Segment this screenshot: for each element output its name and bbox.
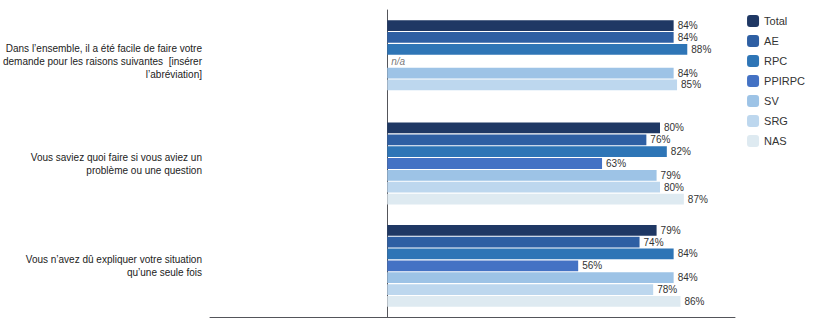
svg-text:SV: SV — [764, 95, 779, 107]
svg-text:qu’une seule fois: qu’une seule fois — [127, 267, 202, 278]
svg-text:l’abréviation]: l’abréviation] — [146, 69, 202, 80]
svg-text:problème ou une question: problème ou une question — [86, 165, 202, 176]
svg-text:76%: 76% — [650, 134, 670, 145]
svg-text:Vous saviez quoi faire si vous: Vous saviez quoi faire si vous aviez un — [31, 152, 202, 163]
svg-text:86%: 86% — [684, 296, 704, 307]
svg-text:NAS: NAS — [764, 135, 787, 147]
svg-text:84%: 84% — [678, 272, 698, 283]
svg-text:80%: 80% — [664, 182, 684, 193]
svg-text:84%: 84% — [678, 248, 698, 259]
svg-text:demande pour les raisons suiva: demande pour les raisons suivantes [insé… — [3, 56, 203, 67]
svg-text:Vous n’avez dû expliquer votre: Vous n’avez dû expliquer votre situation — [26, 254, 202, 265]
svg-text:84%: 84% — [678, 20, 698, 31]
svg-text:84%: 84% — [678, 68, 698, 79]
svg-text:84%: 84% — [678, 32, 698, 43]
svg-text:79%: 79% — [661, 225, 681, 236]
svg-text:74%: 74% — [644, 237, 664, 248]
svg-text:Dans l’ensemble, il a été faci: Dans l’ensemble, il a été facile de fair… — [6, 43, 203, 54]
svg-text:PPIRPC: PPIRPC — [764, 75, 805, 87]
svg-text:SRG: SRG — [764, 115, 788, 127]
svg-text:79%: 79% — [661, 170, 681, 181]
svg-text:80%: 80% — [664, 122, 684, 133]
svg-text:n/a: n/a — [391, 56, 405, 67]
svg-text:82%: 82% — [671, 146, 691, 157]
svg-text:78%: 78% — [657, 284, 677, 295]
svg-text:63%: 63% — [606, 158, 626, 169]
svg-text:88%: 88% — [691, 44, 711, 55]
svg-text:56%: 56% — [582, 260, 602, 271]
svg-text:87%: 87% — [688, 194, 708, 205]
svg-text:RPC: RPC — [764, 55, 787, 67]
svg-text:AE: AE — [764, 35, 779, 47]
svg-text:Total: Total — [764, 15, 787, 27]
svg-text:85%: 85% — [681, 79, 701, 90]
